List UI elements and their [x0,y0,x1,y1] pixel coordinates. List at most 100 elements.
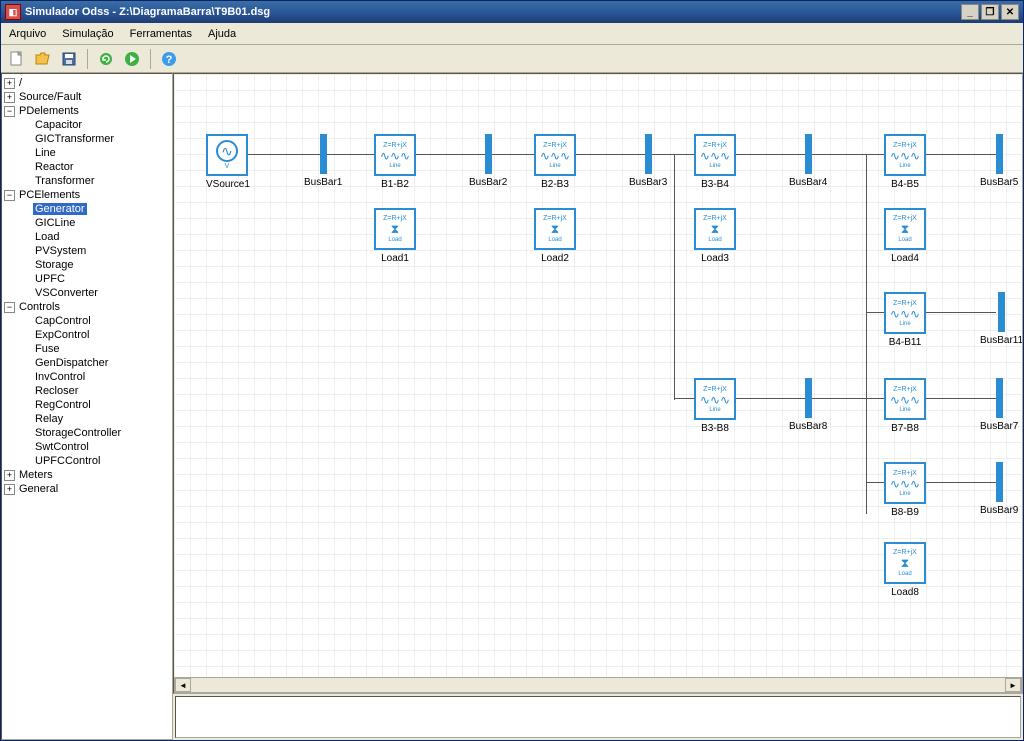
tree-node-invcontrol[interactable]: InvControl [2,370,172,384]
tree-expand-icon[interactable]: − [4,302,15,313]
tree-node-meters[interactable]: +Meters [2,468,172,482]
tree-node-storagecontroller[interactable]: StorageController [2,426,172,440]
tree-expand-icon[interactable]: + [4,470,15,481]
menu-ajuda[interactable]: Ajuda [208,28,236,40]
tree-label: Capacitor [33,119,84,131]
diagram-canvas[interactable]: VVSource1 BusBar1 Z=R+jX∿∿∿LineB1-B2 Z=R+jX… [173,73,1023,694]
tree-label: Storage [33,259,76,271]
maximize-button[interactable]: ❐ [981,4,999,20]
tree-node-sourcefault[interactable]: +Source/Fault [2,90,172,104]
tree-expand-icon [20,218,31,229]
node-label: BusBar5 [980,177,1018,188]
close-button[interactable]: ✕ [1001,4,1019,20]
node-b4b5[interactable]: Z=R+jX∿∿∿LineB4-B5 [884,134,926,190]
node-b8b9[interactable]: Z=R+jX∿∿∿LineB8-B9 [884,462,926,518]
tree-node-load[interactable]: Load [2,230,172,244]
tree-node-controls[interactable]: −Controls [2,300,172,314]
minimize-button[interactable]: _ [961,4,979,20]
tree-node-capcontrol[interactable]: CapControl [2,314,172,328]
new-button[interactable] [7,49,27,69]
output-panel[interactable] [175,696,1021,738]
tree-node-upfccontrol[interactable]: UPFCControl [2,454,172,468]
tree-expand-icon[interactable]: − [4,106,15,117]
tree-expand-icon[interactable]: + [4,78,15,89]
refresh-button[interactable] [96,49,116,69]
tree-node-pvsystem[interactable]: PVSystem [2,244,172,258]
node-busbar4[interactable]: BusBar4 [789,134,827,188]
menu-arquivo[interactable]: Arquivo [9,28,46,40]
tree-node-fuse[interactable]: Fuse [2,342,172,356]
tree-label: GenDispatcher [33,357,110,369]
node-label: BusBar4 [789,177,827,188]
tree-node-line[interactable]: Line [2,146,172,160]
node-label: Load1 [374,253,416,264]
tree-label: StorageController [33,427,123,439]
node-vsource1[interactable]: VVSource1 [206,134,250,190]
help-button[interactable]: ? [159,49,179,69]
tree-expand-icon [20,358,31,369]
tree-node-gictransformer[interactable]: GICTransformer [2,132,172,146]
node-busbar8[interactable]: BusBar8 [789,378,827,432]
tree-label: PVSystem [33,245,88,257]
tree-node-storage[interactable]: Storage [2,258,172,272]
element-tree[interactable]: +/+Source/Fault−PDelementsCapacitorGICTr… [1,73,173,740]
tree-label: Reactor [33,161,76,173]
node-label: Load2 [534,253,576,264]
node-busbar5[interactable]: BusBar5 [980,134,1018,188]
tree-node-generator[interactable]: Generator [2,202,172,216]
node-label: B1-B2 [374,179,416,190]
tree-expand-icon [20,148,31,159]
tree-node-recloser[interactable]: Recloser [2,384,172,398]
tree-node-[interactable]: +/ [2,76,172,90]
node-load4[interactable]: Z=R+jX⧗LoadLoad4 [884,208,926,264]
node-load8[interactable]: Z=R+jX⧗LoadLoad8 [884,542,926,598]
menu-simulacao[interactable]: Simulação [62,28,113,40]
node-busbar11[interactable]: BusBar11 [980,292,1023,346]
node-load2[interactable]: Z=R+jX⧗LoadLoad2 [534,208,576,264]
node-b4b11[interactable]: Z=R+jX∿∿∿LineB4-B11 [884,292,926,348]
node-label: B8-B9 [884,507,926,518]
save-button[interactable] [59,49,79,69]
tree-node-capacitor[interactable]: Capacitor [2,118,172,132]
tree-node-gicline[interactable]: GICLine [2,216,172,230]
node-load3[interactable]: Z=R+jX⧗LoadLoad3 [694,208,736,264]
tree-node-general[interactable]: +General [2,482,172,496]
tree-node-relay[interactable]: Relay [2,412,172,426]
node-b3b4[interactable]: Z=R+jX∿∿∿LineB3-B4 [694,134,736,190]
tree-node-gendispatcher[interactable]: GenDispatcher [2,356,172,370]
tree-node-expcontrol[interactable]: ExpControl [2,328,172,342]
node-b7b8[interactable]: Z=R+jX∿∿∿LineB7-B8 [884,378,926,434]
node-b3b8[interactable]: Z=R+jX∿∿∿LineB3-B8 [694,378,736,434]
tree-node-reactor[interactable]: Reactor [2,160,172,174]
scroll-right-button[interactable]: ► [1005,678,1021,692]
tree-node-swtcontrol[interactable]: SwtControl [2,440,172,454]
node-busbar9[interactable]: BusBar9 [980,462,1018,516]
tree-node-transformer[interactable]: Transformer [2,174,172,188]
node-label: B4-B11 [884,337,926,348]
tree-label: PDelements [17,105,81,117]
tree-node-pcelements[interactable]: −PCElements [2,188,172,202]
tree-label: / [17,77,24,89]
tree-node-upfc[interactable]: UPFC [2,272,172,286]
tree-node-pdelements[interactable]: −PDelements [2,104,172,118]
node-b2b3[interactable]: Z=R+jX∿∿∿LineB2-B3 [534,134,576,190]
tree-node-regcontrol[interactable]: RegControl [2,398,172,412]
node-busbar7[interactable]: BusBar7 [980,378,1018,432]
scroll-track[interactable] [191,678,1005,692]
h-scrollbar[interactable]: ◄ ► [174,677,1022,693]
menu-ferramentas[interactable]: Ferramentas [130,28,192,40]
node-label: BusBar11 [980,335,1023,346]
tree-expand-icon[interactable]: − [4,190,15,201]
node-busbar2[interactable]: BusBar2 [469,134,507,188]
node-busbar3[interactable]: BusBar3 [629,134,667,188]
tree-node-vsconverter[interactable]: VSConverter [2,286,172,300]
titlebar: ◧ Simulador Odss - Z:\DiagramaBarra\T9B0… [1,1,1023,23]
open-button[interactable] [33,49,53,69]
tree-expand-icon[interactable]: + [4,92,15,103]
run-button[interactable] [122,49,142,69]
node-load1[interactable]: Z=R+jX⧗LoadLoad1 [374,208,416,264]
node-b1b2[interactable]: Z=R+jX∿∿∿LineB1-B2 [374,134,416,190]
node-busbar1[interactable]: BusBar1 [304,134,342,188]
scroll-left-button[interactable]: ◄ [175,678,191,692]
tree-expand-icon[interactable]: + [4,484,15,495]
